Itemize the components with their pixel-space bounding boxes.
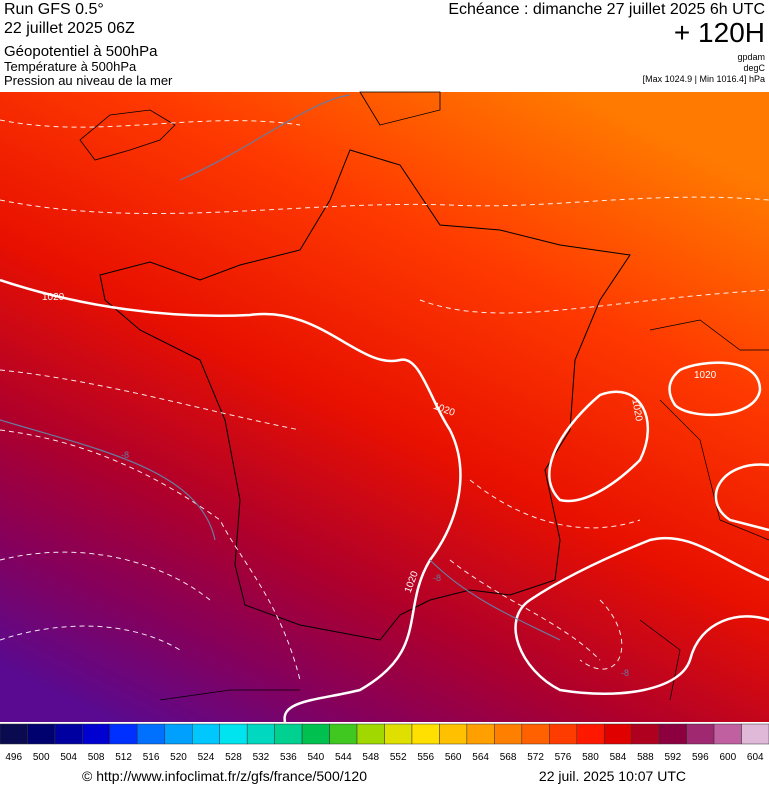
colorbar-swatch (466, 723, 495, 745)
generated: 22 juil. 2025 10:07 UTC (539, 768, 686, 784)
colorbar-label: 520 (170, 752, 187, 763)
colorbar-label: 556 (417, 752, 434, 763)
colorbar-label: 592 (665, 752, 682, 763)
run: Run GFS 0.5° (4, 1, 104, 18)
field: Géopotentiel à 500hPa (4, 43, 158, 60)
field: Température à 500hPa (4, 59, 137, 74)
isotherm-label: -8 (121, 450, 129, 460)
map-field (0, 92, 769, 722)
colorbar-swatch (109, 723, 138, 745)
isotherm-label: -8 (621, 668, 629, 678)
geopotential (0, 94, 561, 641)
pressure-range: [Max 1024.9 | Min 1016.4] hPa (643, 74, 765, 84)
colorbar-swatch (27, 723, 56, 745)
isobar (514, 463, 769, 695)
colorbar-swatch (549, 723, 577, 745)
run-date: 22 juillet 2025 06Z (4, 20, 135, 37)
colorbar-swatch (301, 723, 330, 745)
colorbar-label: 580 (582, 752, 599, 763)
colorbar-swatch (54, 723, 83, 745)
source: © http://www.infoclimat.fr/z/gfs/france/… (82, 768, 367, 784)
colorbar-swatch (576, 723, 605, 745)
colorbar-label: 552 (390, 752, 407, 763)
colorbar-swatch (137, 723, 166, 745)
colorbar-label: 496 (5, 752, 22, 763)
colorbar-label: 584 (610, 752, 627, 763)
colorbar-swatch (658, 723, 687, 745)
colorbar-swatch (631, 723, 660, 745)
colorbar-label: 560 (445, 752, 462, 763)
lead-time: + 120H (674, 17, 765, 48)
colorbar-swatch (192, 723, 220, 745)
isobar-label: 1020 (694, 370, 717, 381)
colorbar-swatch (686, 723, 715, 745)
colorbar-swatch (384, 723, 413, 745)
colorbar-label: 512 (115, 752, 132, 763)
colorbar-swatch (603, 723, 632, 745)
isobar (668, 361, 762, 416)
field: Pression au niveau de la mer (4, 73, 173, 88)
colorbar-swatch (82, 723, 111, 745)
colorbar-label: 568 (500, 752, 517, 763)
colorbar-label: 548 (362, 752, 379, 763)
isobar-label: 1020 (629, 398, 644, 422)
colorbar-swatch (274, 723, 303, 745)
colorbar-label: 524 (198, 752, 215, 763)
colorbar-swatch (494, 723, 523, 745)
colorbar-label: 508 (88, 752, 105, 763)
valid-time: Echéance : dimanche 27 juillet 2025 6h U… (448, 1, 765, 18)
colorbar-label: 596 (692, 752, 709, 763)
colorbar-swatch (164, 723, 193, 745)
colorbar-swatch (741, 723, 769, 745)
colorbar-swatch (0, 723, 28, 745)
unit: gpdam (737, 52, 765, 62)
isobar (548, 390, 650, 503)
colorbar-swatch (246, 723, 275, 745)
coastline (79, 91, 441, 161)
colorbar-label: 528 (225, 752, 242, 763)
colorbar-swatch (411, 723, 440, 745)
france-outline (99, 149, 631, 641)
colorbar-swatch (356, 723, 385, 745)
isobar-label: 1020 (42, 292, 65, 303)
colorbar-swatch (219, 723, 248, 745)
colorbar-label: 536 (280, 752, 297, 763)
colorbar-swatch (439, 723, 468, 745)
colorbar-swatch (329, 723, 358, 745)
colorbar-label: 532 (253, 752, 270, 763)
isobar (0, 278, 462, 723)
colorbar-label: 544 (335, 752, 352, 763)
colorbar-label: 540 (307, 752, 324, 763)
colorbar-label: 600 (719, 752, 736, 763)
coastline (159, 319, 769, 701)
unit: degC (743, 63, 765, 73)
colorbar-label: 504 (60, 752, 77, 763)
colorbar-swatch (521, 723, 550, 745)
colorbar-label: 604 (747, 752, 764, 763)
colorbar-swatch (713, 723, 742, 745)
map: 1020 1020 1020 1020 1020 -8 -8 -8 (0, 91, 769, 723)
colorbar-label: 576 (555, 752, 572, 763)
isotherm (0, 119, 769, 681)
colorbar: 496 500 504 508 512 516 520 524 528 532 536 540 544 5… (0, 723, 769, 763)
colorbar-label: 588 (637, 752, 654, 763)
colorbar-label: 564 (472, 752, 489, 763)
colorbar-label: 572 (527, 752, 544, 763)
colorbar-label: 516 (143, 752, 160, 763)
isotherm-label: -8 (433, 573, 441, 583)
colorbar-label: 500 (33, 752, 50, 763)
